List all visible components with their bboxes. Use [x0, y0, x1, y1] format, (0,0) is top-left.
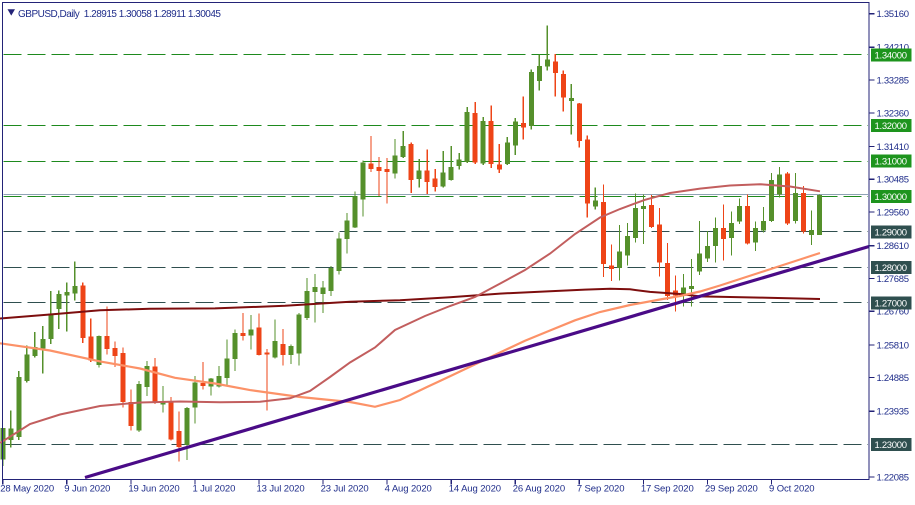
- svg-text:1.23000: 1.23000: [875, 440, 907, 451]
- svg-text:1 Jul 2020: 1 Jul 2020: [192, 484, 235, 495]
- svg-text:1.27000: 1.27000: [875, 298, 907, 309]
- svg-text:1.28000: 1.28000: [875, 263, 907, 274]
- svg-text:28 May 2020: 28 May 2020: [0, 484, 54, 495]
- svg-text:1.26760: 1.26760: [877, 307, 909, 318]
- svg-text:1.24885: 1.24885: [877, 373, 909, 384]
- svg-text:26 Aug 2020: 26 Aug 2020: [513, 484, 565, 495]
- svg-text:1.32360: 1.32360: [877, 108, 909, 119]
- svg-text:1.27685: 1.27685: [877, 274, 909, 285]
- svg-text:1.31000: 1.31000: [875, 157, 907, 168]
- svg-text:9 Jun 2020: 9 Jun 2020: [64, 484, 110, 495]
- svg-text:1.23935: 1.23935: [877, 407, 909, 418]
- svg-text:1.25810: 1.25810: [877, 340, 909, 351]
- svg-text:1.28610: 1.28610: [877, 241, 909, 252]
- svg-text:14 Aug 2020: 14 Aug 2020: [449, 484, 501, 495]
- svg-text:1.30000: 1.30000: [875, 192, 907, 203]
- svg-text:29 Sep 2020: 29 Sep 2020: [705, 484, 758, 495]
- svg-text:23 Jul 2020: 23 Jul 2020: [321, 484, 369, 495]
- svg-text:1.29000: 1.29000: [875, 228, 907, 239]
- svg-text:1.33285: 1.33285: [877, 76, 909, 87]
- svg-text:1.34000: 1.34000: [875, 50, 907, 61]
- svg-text:13 Jul 2020: 13 Jul 2020: [257, 484, 305, 495]
- svg-text:1.31410: 1.31410: [877, 142, 909, 153]
- svg-text:7 Sep 2020: 7 Sep 2020: [577, 484, 625, 495]
- svg-text:4 Aug 2020: 4 Aug 2020: [385, 484, 432, 495]
- svg-text:1.30485: 1.30485: [877, 175, 909, 186]
- svg-text:1.35160: 1.35160: [877, 9, 909, 20]
- svg-text:1.34210: 1.34210: [877, 43, 909, 54]
- svg-text:19 Jun 2020: 19 Jun 2020: [128, 484, 179, 495]
- svg-text:1.29560: 1.29560: [877, 208, 909, 219]
- svg-text:GBPUSD,Daily 1.28915 1.30058: GBPUSD,Daily 1.28915 1.30058 1.28911 1.3…: [18, 9, 221, 20]
- svg-text:17 Sep 2020: 17 Sep 2020: [641, 484, 694, 495]
- svg-text:9 Oct 2020: 9 Oct 2020: [769, 484, 814, 495]
- svg-text:1.22085: 1.22085: [877, 472, 909, 483]
- svg-text:1.32000: 1.32000: [875, 121, 907, 132]
